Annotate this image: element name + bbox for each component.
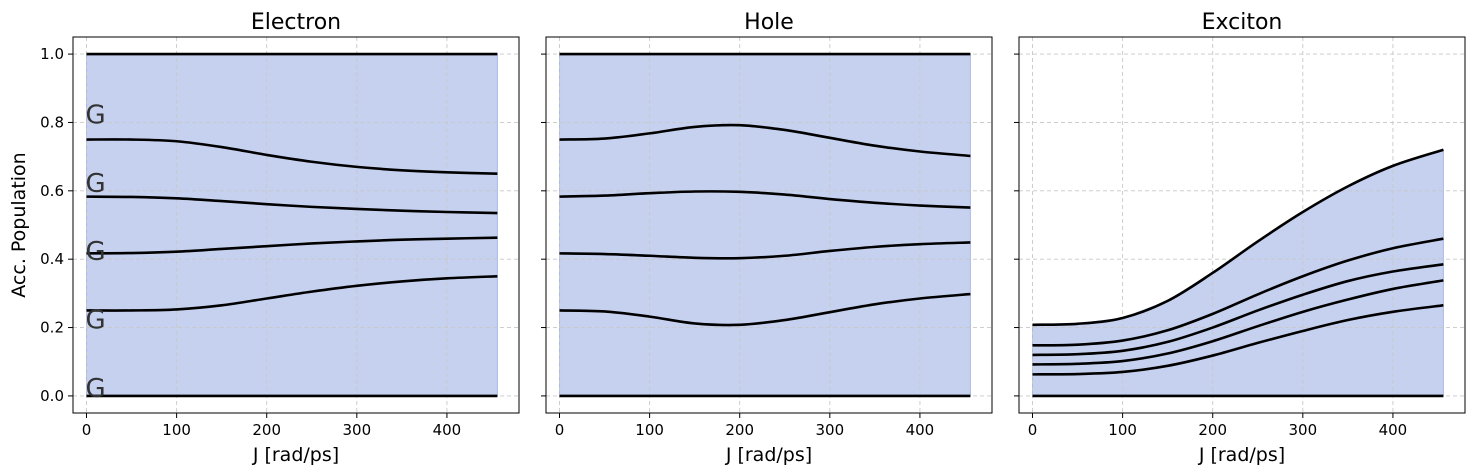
series-line-5 xyxy=(1032,148,1444,327)
x-tick-label: 100 xyxy=(162,421,191,439)
x-tick-label: 400 xyxy=(906,421,935,439)
series-line-1 xyxy=(559,292,971,327)
axes-frame xyxy=(1018,36,1466,414)
y-tick-label: 0.2 xyxy=(40,319,64,337)
series-line-4 xyxy=(559,123,971,158)
series-line-4 xyxy=(1032,237,1444,347)
x-tick-label: 0 xyxy=(555,421,565,439)
panel-2: 0 100 200 300 400 Exciton J [rad/ps] xyxy=(1014,10,1466,466)
panel-title: Electron xyxy=(251,10,341,35)
x-tick-label: 200 xyxy=(1198,421,1227,439)
panel-title: Hole xyxy=(744,10,794,35)
series-line-3 xyxy=(559,190,971,209)
x-tick-label: 0 xyxy=(82,421,92,439)
y-tick-label: 0.8 xyxy=(40,113,64,131)
population-fill xyxy=(559,53,971,397)
y-tick-label: 0.4 xyxy=(40,250,64,268)
series-line-1 xyxy=(1032,304,1444,376)
series-line-3 xyxy=(1032,263,1444,357)
panel-1: 0 100 200 300 400 Hole J [rad/ps] xyxy=(541,10,993,466)
x-tick-label: 300 xyxy=(342,421,371,439)
x-tick-label: 400 xyxy=(433,421,462,439)
series-line-4 xyxy=(86,138,498,176)
x-tick-label: 200 xyxy=(252,421,281,439)
y-tick-label: 0.0 xyxy=(40,387,64,405)
y-tick-label: 1.0 xyxy=(40,45,64,63)
x-tick-label: 200 xyxy=(725,421,754,439)
x-tick-label: 300 xyxy=(1288,421,1317,439)
y-axis-label: Acc. Population xyxy=(8,152,30,297)
axes-frame xyxy=(72,36,520,414)
series-line-1 xyxy=(86,274,498,312)
annotation-g-1: G xyxy=(86,306,106,336)
x-axis-label: J [rad/ps] xyxy=(1198,444,1285,466)
series-line-2 xyxy=(86,236,498,255)
x-tick-label: 400 xyxy=(1379,421,1408,439)
x-tick-label: 100 xyxy=(1108,421,1137,439)
series-line-2 xyxy=(559,241,971,260)
annotation-g-0: G xyxy=(86,374,106,404)
x-axis-label: J [rad/ps] xyxy=(252,444,339,466)
axes-frame xyxy=(545,36,993,414)
panel-0: 0 100 200 300 400 0.0 0.2 0.4 0.6 0.8 1.0 Electron J… xyxy=(8,10,520,466)
annotation-g-3: G xyxy=(86,169,106,199)
x-tick-label: 0 xyxy=(1028,421,1038,439)
x-tick-label: 100 xyxy=(635,421,664,439)
x-tick-label: 300 xyxy=(815,421,844,439)
population-fill xyxy=(86,53,498,397)
series-line-3 xyxy=(86,195,498,215)
series-line-2 xyxy=(1032,279,1444,366)
annotation-g-2: G xyxy=(86,237,106,267)
annotation-g-4: G xyxy=(86,100,106,130)
x-axis-label: J [rad/ps] xyxy=(725,444,812,466)
y-tick-label: 0.6 xyxy=(40,182,64,200)
panel-title: Exciton xyxy=(1202,10,1283,35)
